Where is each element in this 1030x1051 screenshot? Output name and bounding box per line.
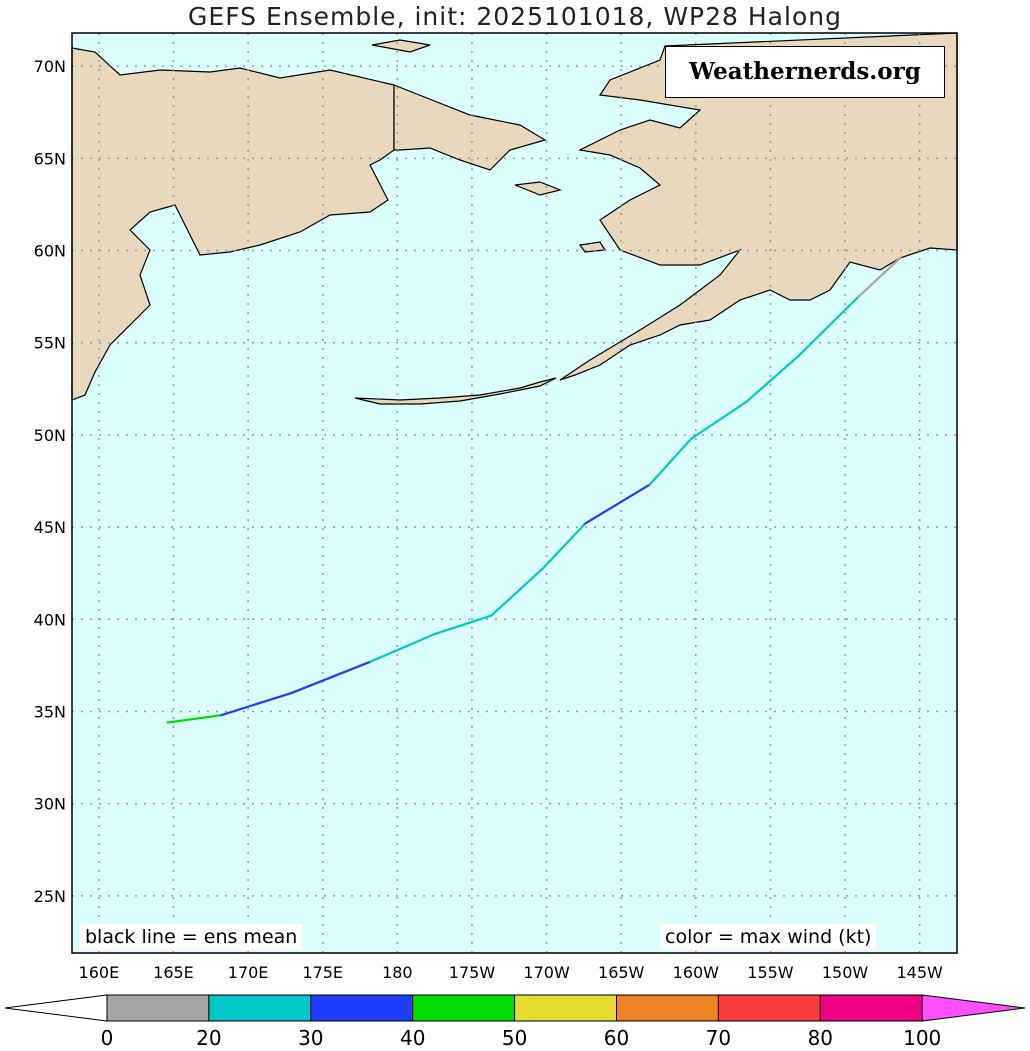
lat-tick-label: 30N <box>34 795 66 814</box>
track-segment <box>290 660 372 695</box>
colorbar-label: 80 <box>808 1026 833 1050</box>
lon-tick-label: 160E <box>79 963 120 982</box>
aleutian-islands <box>354 377 557 405</box>
lon-tick-label: 150W <box>822 963 869 982</box>
island <box>514 181 562 196</box>
lat-tick-label: 55N <box>34 334 66 353</box>
storm-track <box>166 256 902 724</box>
wind-colorbar: 0 20 30 40 50 60 70 80 100 <box>4 994 1026 1050</box>
lat-tick-label: 50N <box>34 426 66 445</box>
track-segment <box>433 614 493 636</box>
track-segment <box>745 354 800 403</box>
track-segment <box>220 691 293 717</box>
axis-labels: 70N 65N 60N 55N 50N 45N 40N 35N 30N 25N 160E 165E 17… <box>34 57 943 982</box>
track-segment <box>542 522 587 569</box>
colorbar-label: 70 <box>706 1026 731 1050</box>
track-segment <box>797 295 860 357</box>
island <box>371 39 431 53</box>
track-segment <box>490 566 545 617</box>
lat-tick-label: 40N <box>34 610 66 629</box>
colorbar-label: 60 <box>604 1026 629 1050</box>
lon-tick-label: 170W <box>523 963 570 982</box>
track-segment <box>369 632 436 663</box>
track-segment <box>857 256 902 298</box>
siberia-landmass <box>71 47 395 401</box>
colorbar-swatch <box>717 994 821 1022</box>
colorbar-swatch <box>514 994 617 1022</box>
colorbar-swatch <box>310 994 414 1022</box>
track-segment <box>166 714 223 724</box>
lon-tick-label: 145W <box>897 963 944 982</box>
watermark: Weathernerds.org <box>665 46 945 98</box>
ens-mean-note: black line = ens mean <box>80 924 303 950</box>
lon-tick-label: 175E <box>302 963 343 982</box>
track-segment <box>648 437 693 486</box>
lat-tick-label: 70N <box>34 57 66 76</box>
map-title: GEFS Ensemble, init: 2025101018, WP28 Ha… <box>188 2 842 31</box>
colorbar-label: 30 <box>298 1026 323 1050</box>
track-segment <box>690 400 748 440</box>
colorbar-swatch <box>106 994 210 1022</box>
lon-tick-label: 165E <box>153 963 194 982</box>
lon-tick-label: 175W <box>449 963 496 982</box>
colorbar-label: 20 <box>196 1026 221 1050</box>
lon-tick-label: 180 <box>382 963 413 982</box>
lon-tick-label: 170E <box>228 963 269 982</box>
lat-tick-label: 35N <box>34 702 66 721</box>
map-frame <box>71 32 958 954</box>
colorbar-swatch <box>208 994 312 1022</box>
colorbar-label: 0 <box>101 1026 114 1050</box>
colorbar-swatch <box>616 994 719 1022</box>
colorbar-swatch <box>412 994 516 1022</box>
colorbar-under-arrow <box>4 994 108 1022</box>
lon-tick-label: 165W <box>598 963 645 982</box>
colorbar-label: 40 <box>400 1026 425 1050</box>
colorbar-label: 100 <box>903 1026 941 1050</box>
alaska-landmass <box>559 32 958 381</box>
lon-tick-label: 155W <box>747 963 794 982</box>
lat-tick-label: 25N <box>34 887 66 906</box>
colorbar-over-arrow <box>921 994 1026 1022</box>
lat-tick-label: 60N <box>34 242 66 261</box>
colorbar-swatch <box>819 994 923 1022</box>
graticule <box>72 33 957 953</box>
land <box>71 32 958 405</box>
lat-tick-label: 65N <box>34 149 66 168</box>
lat-tick-label: 45N <box>34 518 66 537</box>
colorbar-label: 50 <box>502 1026 527 1050</box>
track-segment <box>584 483 651 525</box>
lon-tick-label: 160W <box>673 963 720 982</box>
color-legend-note: color = max wind (kt) <box>660 924 877 950</box>
